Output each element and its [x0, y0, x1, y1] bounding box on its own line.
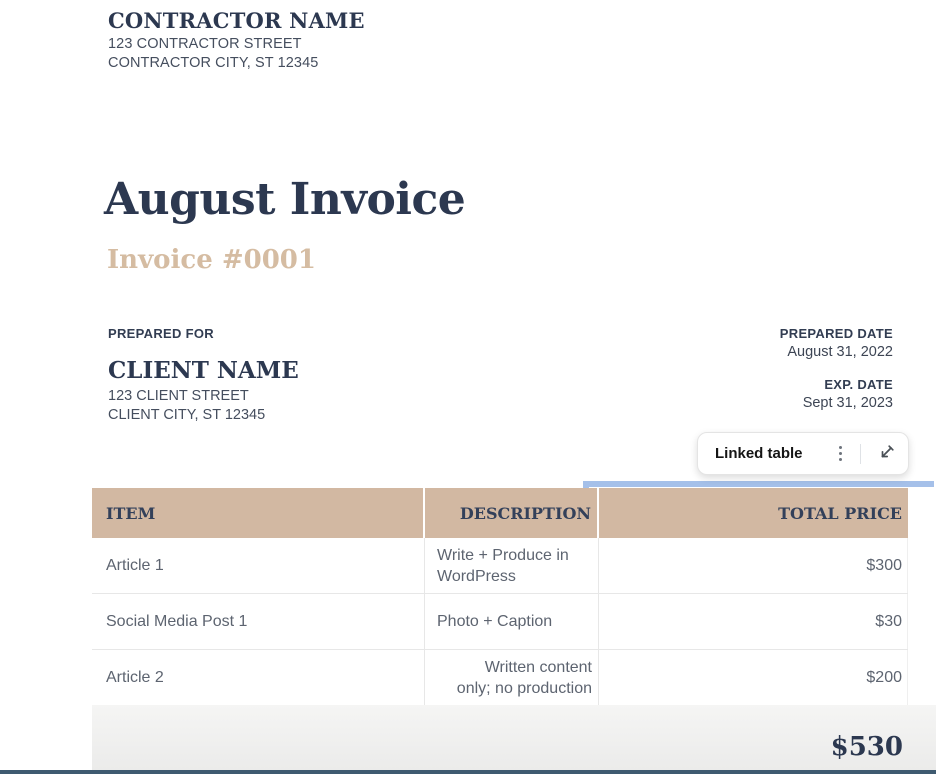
table-summary-row: $530 — [92, 705, 936, 770]
toolbar-divider — [860, 443, 861, 464]
kebab-menu-icon[interactable] — [827, 441, 853, 467]
cell-item[interactable]: Article 2 — [92, 650, 425, 706]
total-price-value[interactable]: $530 — [830, 732, 903, 762]
dates-block: PREPARED DATE August 31, 2022 EXP. DATE … — [780, 326, 893, 411]
contractor-name: CONTRACTOR NAME — [108, 8, 365, 33]
prepared-date-value: August 31, 2022 — [787, 344, 893, 360]
collapse-icon — [881, 445, 894, 458]
column-header-item[interactable]: ITEM — [92, 488, 423, 538]
prepared-date-group: PREPARED DATE August 31, 2022 — [780, 326, 893, 360]
invoice-number: Invoice #0001 — [107, 245, 316, 275]
collapse-table-button[interactable] — [868, 440, 902, 468]
exp-date-group: EXP. DATE Sept 31, 2023 — [780, 377, 893, 411]
table-row: Social Media Post 1 Photo + Caption $30 — [92, 594, 908, 650]
linked-table: ITEM DESCRIPTION TOTAL PRICE Article 1 W… — [92, 488, 908, 706]
cell-total-price[interactable]: $300 — [599, 538, 908, 593]
table-row: Article 2 Written content only; no produ… — [92, 650, 908, 706]
cell-item[interactable]: Article 1 — [92, 538, 425, 593]
linked-table-label: Linked table — [715, 445, 803, 462]
contractor-address-line2: CONTRACTOR CITY, ST 12345 — [108, 55, 319, 71]
bottom-selection-border — [0, 770, 936, 774]
page-title: August Invoice — [104, 174, 466, 225]
table-header-row: ITEM DESCRIPTION TOTAL PRICE — [92, 488, 908, 538]
exp-date-label: EXP. DATE — [824, 377, 893, 392]
cell-item[interactable]: Social Media Post 1 — [92, 594, 425, 649]
cell-total-price[interactable]: $30 — [599, 594, 908, 649]
cell-description[interactable]: Write + Produce in WordPress — [425, 538, 599, 593]
column-header-description[interactable]: DESCRIPTION — [425, 488, 597, 538]
client-address-line2: CLIENT CITY, ST 12345 — [108, 407, 266, 423]
client-address-line1: 123 CLIENT STREET — [108, 388, 249, 404]
column-header-total-price[interactable]: TOTAL PRICE — [599, 488, 908, 538]
prepared-date-label: PREPARED DATE — [779, 326, 893, 341]
contractor-block: CONTRACTOR NAME 123 CONTRACTOR STREET CO… — [108, 8, 365, 73]
linked-table-toolbar: Linked table — [697, 432, 909, 475]
table-row: Article 1 Write + Produce in WordPress $… — [92, 538, 908, 594]
prepared-for-label: PREPARED FOR — [108, 326, 214, 341]
cell-description[interactable]: Photo + Caption — [425, 594, 599, 649]
cell-total-price[interactable]: $200 — [599, 650, 908, 706]
contractor-address-line1: 123 CONTRACTOR STREET — [108, 36, 302, 52]
client-name: CLIENT NAME — [108, 357, 299, 384]
exp-date-value: Sept 31, 2023 — [802, 395, 893, 411]
prepared-for-block: PREPARED FOR CLIENT NAME 123 CLIENT STRE… — [108, 326, 299, 425]
cell-description[interactable]: Written content only; no production — [425, 650, 599, 706]
table-selection-bar — [583, 481, 934, 487]
